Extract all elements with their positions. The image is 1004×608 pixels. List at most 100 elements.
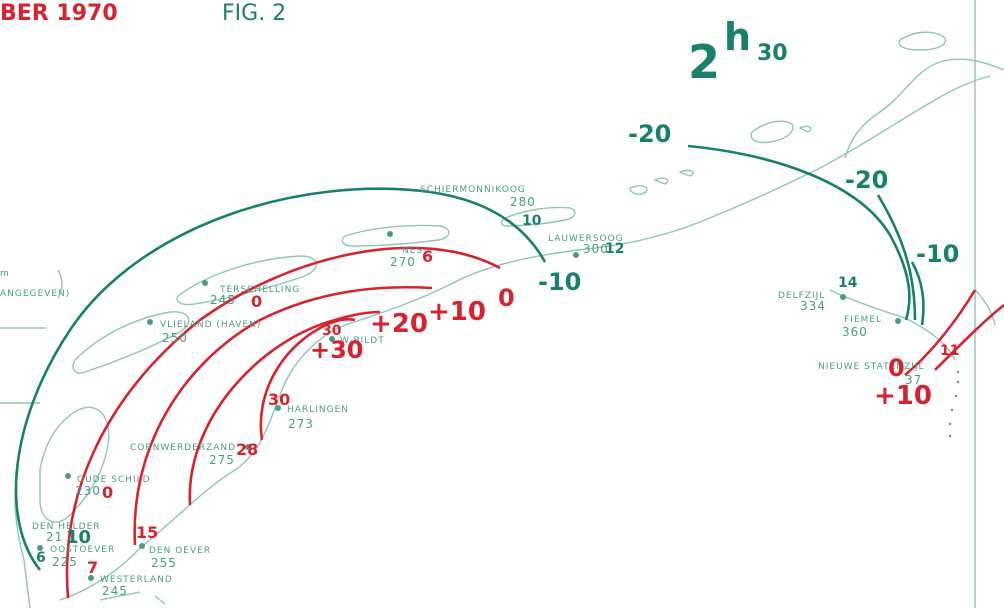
boundary-dot bbox=[954, 394, 958, 398]
station-name: LAUWERSOOG bbox=[548, 234, 624, 244]
red-isoline-3 bbox=[188, 310, 381, 506]
station-dots bbox=[37, 231, 901, 581]
green-isoline-outer bbox=[14, 187, 547, 571]
title-fragment: BER 1970 bbox=[0, 1, 118, 26]
boundary-dot bbox=[956, 370, 960, 374]
legend-text-2: ANGEGEVEN) bbox=[0, 289, 70, 299]
station-value: 245 bbox=[210, 293, 236, 307]
station-name: TERSCHELLING bbox=[219, 285, 300, 295]
station-dot bbox=[329, 336, 335, 342]
station-name: VLIELAND (HAVEN) bbox=[160, 320, 261, 330]
borkum-island bbox=[750, 120, 812, 144]
station-name: NIEUWE STATENZIJL bbox=[818, 362, 924, 372]
red-label: 15 bbox=[136, 523, 158, 542]
red-label: 11 bbox=[940, 343, 959, 359]
station-value: 273 bbox=[288, 417, 314, 431]
red-isoline-east-2 bbox=[934, 303, 1004, 371]
red-label: 30 bbox=[322, 323, 342, 339]
red-isolines bbox=[65, 246, 1004, 599]
station-dot bbox=[37, 545, 43, 551]
red-isoline-east-1 bbox=[904, 289, 977, 376]
boundary-dot bbox=[948, 422, 952, 426]
station-value: 270 bbox=[390, 255, 416, 269]
station-name: FIEMEL bbox=[844, 315, 882, 325]
station-dot bbox=[139, 543, 145, 549]
time-hour: 2 bbox=[688, 35, 720, 89]
boundary-dot bbox=[950, 408, 954, 412]
green-label: 6 bbox=[36, 550, 46, 566]
boundary-dot bbox=[956, 380, 960, 384]
green-label: 10 bbox=[522, 213, 542, 229]
boundary-dot bbox=[948, 434, 952, 438]
red-label: 30 bbox=[268, 390, 290, 409]
texel-island bbox=[39, 406, 110, 523]
station-dot bbox=[895, 318, 901, 324]
station-name: OUDE SCHILD bbox=[77, 475, 151, 485]
station-dot bbox=[275, 405, 281, 411]
green-label: 12 bbox=[605, 241, 624, 257]
station-value: 245 bbox=[102, 584, 128, 598]
station-value: 280 bbox=[510, 195, 536, 209]
station-dot bbox=[147, 319, 153, 325]
schiermonnikoog-island bbox=[500, 206, 576, 227]
station-name: W-BILDT bbox=[340, 336, 385, 346]
green-label: -10 bbox=[538, 268, 581, 296]
time-h: h bbox=[724, 15, 751, 59]
station-value: 300 bbox=[583, 242, 609, 256]
station-name: DEN HELDER bbox=[32, 522, 101, 532]
green-label: -20 bbox=[628, 120, 671, 148]
red-label: 0 bbox=[251, 292, 262, 311]
green-label: 10 bbox=[66, 527, 91, 548]
station-dot bbox=[573, 252, 579, 258]
red-label: 6 bbox=[422, 247, 433, 266]
station-value: 334 bbox=[800, 299, 826, 313]
station-value: 255 bbox=[151, 556, 177, 570]
ameland-island bbox=[341, 224, 450, 247]
coastlines bbox=[14, 0, 1004, 608]
rottumeroog-island bbox=[629, 169, 694, 195]
station-name: DEN OEVER bbox=[149, 546, 211, 556]
green-label: -10 bbox=[916, 240, 959, 268]
dollard-coast bbox=[829, 289, 996, 361]
green-isoline-east-1 bbox=[687, 144, 911, 321]
legend-text-1: m bbox=[0, 269, 10, 279]
red-label: 0 bbox=[888, 354, 905, 382]
mainland-coast-east bbox=[844, 58, 1004, 159]
legend-bracket bbox=[57, 269, 63, 299]
station-value: 230 bbox=[75, 484, 101, 498]
station-value: 275 bbox=[209, 453, 235, 467]
red-label: +10 bbox=[428, 297, 486, 327]
time-minutes: 30 bbox=[757, 41, 788, 66]
juist-island bbox=[898, 31, 947, 51]
terschelling-island bbox=[176, 255, 318, 306]
station-name: DELFZIJL bbox=[778, 291, 825, 301]
red-label: +10 bbox=[874, 381, 932, 411]
red-label: 7 bbox=[87, 558, 98, 577]
station-name: WESTERLAND bbox=[100, 575, 173, 585]
station-dot bbox=[387, 231, 393, 237]
station-value: 250 bbox=[162, 331, 188, 345]
red-label: 28 bbox=[236, 440, 258, 459]
vlieland-island bbox=[72, 311, 190, 374]
wieringen-coast bbox=[99, 591, 166, 605]
station-value: 225 bbox=[52, 555, 78, 569]
station-dot bbox=[88, 575, 94, 581]
red-isoline-4 bbox=[259, 317, 356, 441]
station-value: 360 bbox=[842, 325, 868, 339]
green-labels: -20 -20 -10 -10 10 12 14 10 6 bbox=[36, 120, 959, 566]
red-label: +20 bbox=[370, 309, 428, 339]
station-value: 37 bbox=[905, 373, 922, 387]
red-isoline-1 bbox=[65, 246, 501, 599]
green-label: 14 bbox=[838, 275, 858, 291]
dotted-boundary bbox=[948, 370, 960, 438]
station-labels: SCHIERMONNIKOOG 280 NES 270 TERSCHELLING… bbox=[32, 185, 924, 598]
time-label: 2 h 30 bbox=[688, 15, 788, 89]
figure-label: FIG. 2 bbox=[222, 1, 286, 26]
red-labels: 6 0 0 +10 +20 +30 30 28 0 15 7 30 0 +10 … bbox=[87, 247, 959, 577]
station-name: SCHIERMONNIKOOG bbox=[420, 185, 526, 195]
red-isoline-2 bbox=[133, 285, 433, 546]
legend-fragment: m ANGEGEVEN) bbox=[0, 269, 70, 404]
green-isoline-east-2 bbox=[876, 194, 917, 321]
green-label: -20 bbox=[845, 166, 888, 194]
